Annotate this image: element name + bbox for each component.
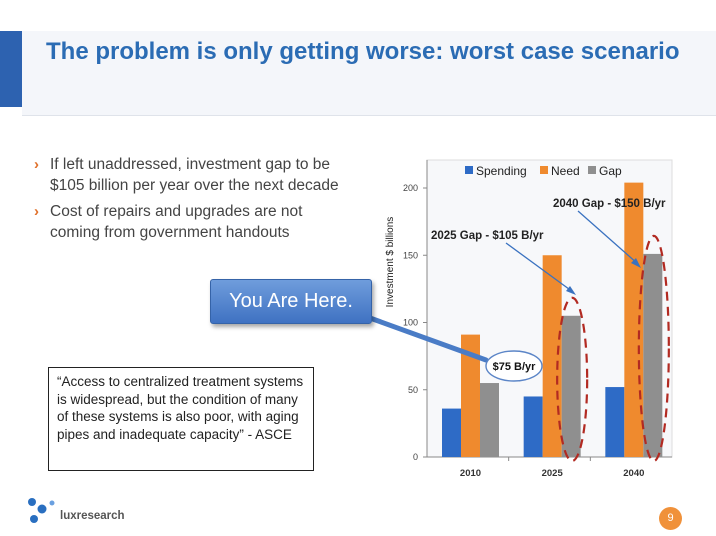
luxresearch-logo-icon xyxy=(28,498,55,523)
you-are-here-arrow xyxy=(367,315,489,363)
bar-need-2040 xyxy=(624,182,644,457)
legend-swatch xyxy=(465,166,473,174)
chevron-right-icon: › xyxy=(34,156,39,173)
bullet-item: › Cost of repairs and upgrades are not c… xyxy=(34,201,356,243)
bullet-list: › If left unaddressed, investment gap to… xyxy=(34,154,356,248)
slide-title: The problem is only getting worse: worst… xyxy=(46,38,680,65)
bar-spending-2040 xyxy=(605,387,625,457)
bullet-text: If left unaddressed, investment gap to b… xyxy=(50,156,339,194)
gap-bubble-label: $75 B/yr xyxy=(493,361,537,373)
quote-box: “Access to centralized treatment systems… xyxy=(48,367,314,471)
title-band xyxy=(22,31,716,115)
logo-text: luxresearch xyxy=(60,510,125,522)
accent-bar xyxy=(0,31,22,107)
bar-spending-2025 xyxy=(523,396,543,457)
legend-label: Need xyxy=(551,164,580,178)
legend-swatch xyxy=(540,166,548,174)
bar-spending-2010 xyxy=(442,408,461,457)
legend-label: Gap xyxy=(599,164,622,178)
y-tick-label: 200 xyxy=(403,183,418,193)
bar-gap-2025 xyxy=(561,315,581,457)
x-tick-label: 2025 xyxy=(542,468,564,479)
gap-highlight-ellipse xyxy=(556,296,589,463)
bar-need-2025 xyxy=(542,255,562,457)
y-tick-label: 0 xyxy=(413,452,418,462)
page-number-badge: 9 xyxy=(659,507,682,530)
y-tick-label: 50 xyxy=(408,385,418,395)
arrow-head-icon xyxy=(631,258,641,268)
bar-need-2010 xyxy=(461,334,480,457)
bullet-item: › If left unaddressed, investment gap to… xyxy=(34,154,356,196)
annotation-2025-gap: 2025 Gap - $105 B/yr xyxy=(431,230,544,242)
bar-gap-2010 xyxy=(480,383,499,457)
annotation-arrow-2040 xyxy=(577,210,639,265)
y-tick-label: 100 xyxy=(403,318,418,328)
y-axis-label: Investment $ billions xyxy=(385,217,396,308)
gap-bubble xyxy=(485,350,543,382)
arrow-head-icon xyxy=(566,286,576,295)
annotation-arrow-2025 xyxy=(505,242,574,293)
x-tick-label: 2010 xyxy=(460,468,481,479)
you-are-here-callout: You Are Here. xyxy=(210,279,372,324)
annotation-2040-gap: 2040 Gap - $150 B/yr xyxy=(553,198,666,210)
title-divider xyxy=(22,115,716,116)
bar-gap-2040 xyxy=(643,253,663,457)
bullet-text: Cost of repairs and upgrades are not com… xyxy=(50,203,303,241)
legend-swatch xyxy=(588,166,596,174)
legend-label: Spending xyxy=(476,164,527,178)
gap-highlight-ellipse xyxy=(637,234,670,463)
y-tick-label: 150 xyxy=(403,250,418,260)
chevron-right-icon: › xyxy=(34,203,39,220)
x-tick-label: 2040 xyxy=(623,468,644,479)
